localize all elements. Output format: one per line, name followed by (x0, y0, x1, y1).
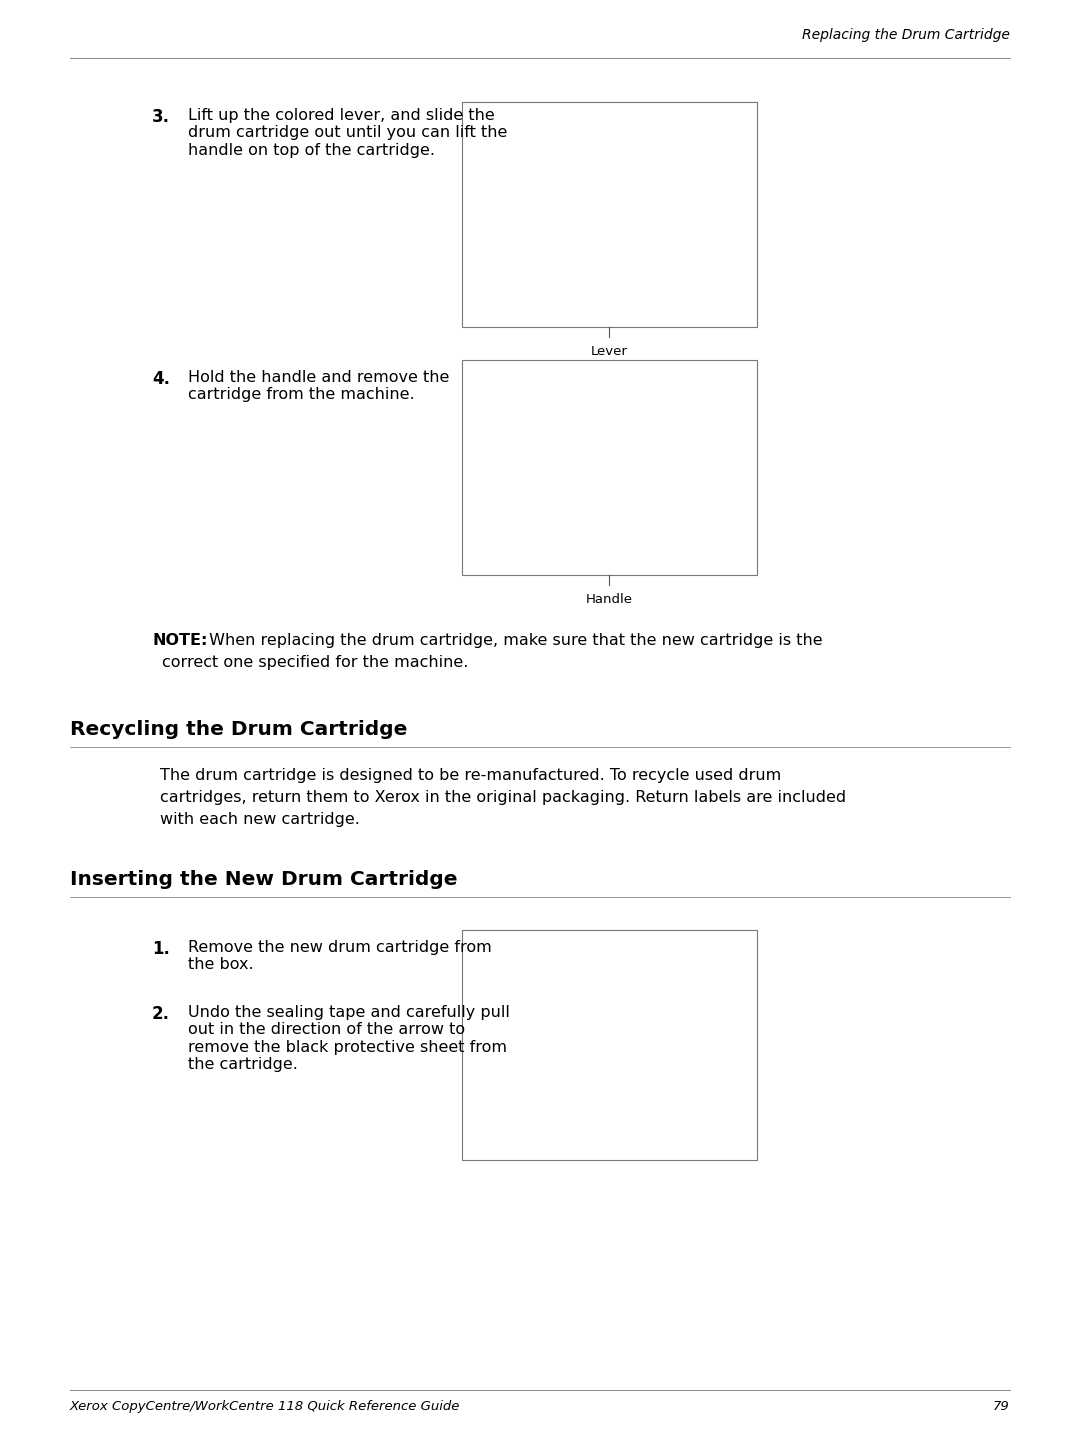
Text: NOTE:: NOTE: (152, 634, 207, 648)
Text: 1.: 1. (152, 940, 170, 958)
Text: Inserting the New Drum Cartridge: Inserting the New Drum Cartridge (70, 869, 458, 890)
Text: with each new cartridge.: with each new cartridge. (160, 812, 360, 828)
Text: Lift up the colored lever, and slide the
drum cartridge out until you can lift t: Lift up the colored lever, and slide the… (188, 108, 508, 158)
Text: Undo the sealing tape and carefully pull
out in the direction of the arrow to
re: Undo the sealing tape and carefully pull… (188, 1004, 510, 1072)
Text: Lever: Lever (591, 345, 627, 358)
Text: Hold the handle and remove the
cartridge from the machine.: Hold the handle and remove the cartridge… (188, 369, 449, 402)
Text: correct one specified for the machine.: correct one specified for the machine. (162, 655, 469, 670)
Text: 4.: 4. (152, 369, 170, 388)
Bar (462, 930, 757, 1160)
Text: Recycling the Drum Cartridge: Recycling the Drum Cartridge (70, 720, 407, 739)
Text: Replacing the Drum Cartridge: Replacing the Drum Cartridge (802, 27, 1010, 42)
Text: The drum cartridge is designed to be re-manufactured. To recycle used drum: The drum cartridge is designed to be re-… (160, 767, 781, 783)
Text: When replacing the drum cartridge, make sure that the new cartridge is the: When replacing the drum cartridge, make … (204, 634, 823, 648)
Text: cartridges, return them to Xerox in the original packaging. Return labels are in: cartridges, return them to Xerox in the … (160, 790, 846, 805)
Bar (462, 361, 757, 575)
Text: 3.: 3. (152, 108, 170, 126)
Bar (462, 102, 757, 328)
Text: Handle: Handle (585, 593, 633, 606)
Text: Xerox CopyCentre/WorkCentre 118 Quick Reference Guide: Xerox CopyCentre/WorkCentre 118 Quick Re… (70, 1400, 460, 1413)
Text: Remove the new drum cartridge from
the box.: Remove the new drum cartridge from the b… (188, 940, 491, 973)
Text: 2.: 2. (152, 1004, 170, 1023)
Text: 79: 79 (994, 1400, 1010, 1413)
